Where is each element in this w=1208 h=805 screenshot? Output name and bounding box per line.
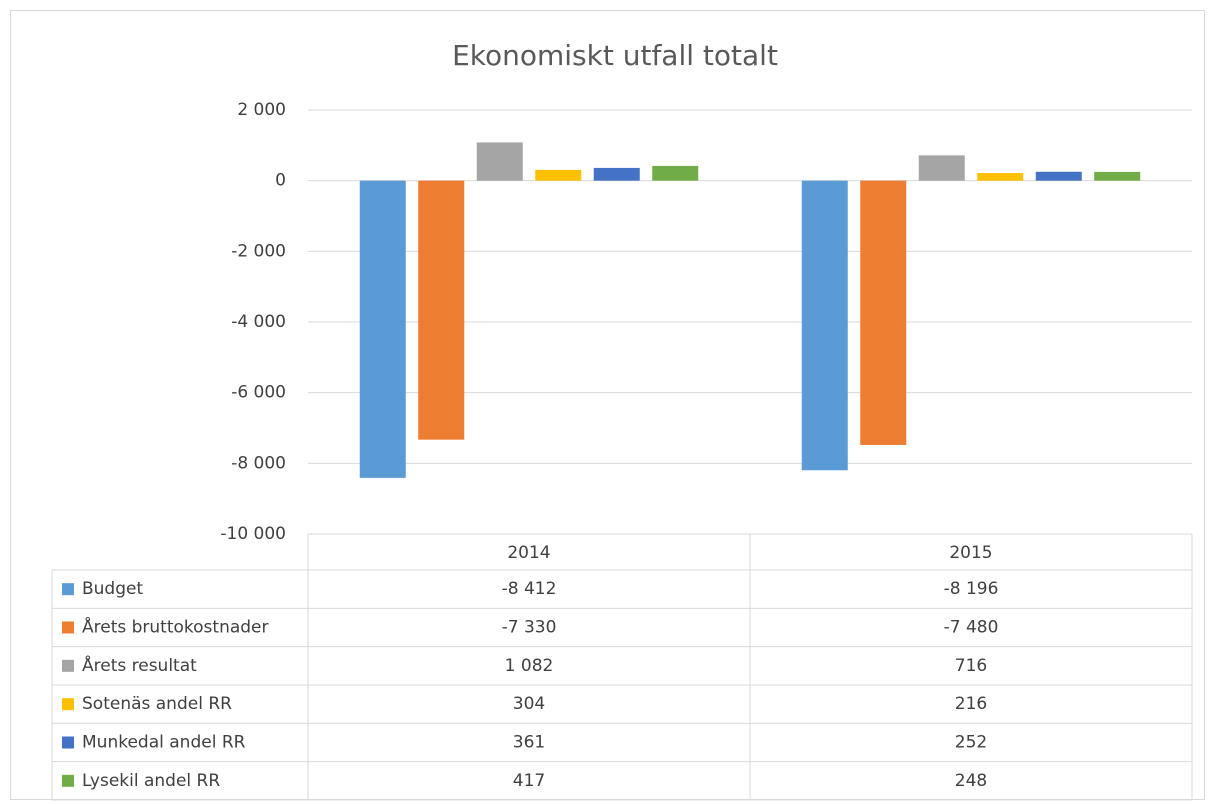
chart-border (10, 10, 1205, 800)
legend-label: Årets resultat (82, 654, 197, 676)
table-cell: -7 480 (944, 618, 999, 638)
table-cell: 248 (955, 771, 987, 791)
table-cell: 716 (955, 656, 987, 676)
legend-key (62, 736, 74, 749)
legend-label: Munkedal andel RR (82, 733, 246, 753)
legend-label: Sotenäs andel RR (82, 694, 232, 714)
table-cell: 417 (513, 771, 545, 791)
bar (652, 165, 699, 181)
legend-key (62, 621, 74, 634)
table-header: 2014 (507, 543, 550, 563)
table-header: 2015 (949, 543, 992, 563)
table-cell: -8 196 (944, 579, 999, 599)
y-tick-label: -2 000 (231, 241, 286, 261)
legend-key (62, 774, 74, 787)
legend-label: Lysekil andel RR (82, 771, 220, 791)
y-tick-label: -10 000 (220, 524, 286, 544)
table-cell: -7 330 (502, 618, 557, 638)
bar (1094, 171, 1141, 181)
bar (977, 173, 1024, 181)
chart-title: Ekonomiskt utfall totalt (452, 39, 778, 72)
bar (860, 180, 907, 445)
legend-label: Årets bruttokostnader (82, 616, 269, 638)
legend-key (62, 583, 74, 596)
table-cell: 216 (955, 694, 987, 714)
y-tick-label: -8 000 (231, 453, 286, 473)
bar (359, 180, 406, 478)
bar (918, 155, 965, 181)
bar (801, 180, 848, 471)
legend-label: Budget (82, 579, 143, 599)
y-tick-label: 0 (275, 171, 286, 191)
bar (535, 169, 582, 181)
y-tick-label: -6 000 (231, 383, 286, 403)
y-tick-label: 2 000 (237, 100, 286, 120)
table-cell: -8 412 (502, 579, 557, 599)
legend-key (62, 659, 74, 672)
bar (476, 142, 523, 181)
table-cell: 252 (955, 733, 987, 753)
bar (1035, 171, 1082, 181)
bar (418, 180, 465, 440)
legend-key (62, 698, 74, 711)
y-tick-label: -4 000 (231, 312, 286, 332)
bar (593, 167, 640, 181)
table-cell: 361 (513, 733, 545, 753)
table-cell: 1 082 (505, 656, 554, 676)
table-cell: 304 (513, 694, 545, 714)
